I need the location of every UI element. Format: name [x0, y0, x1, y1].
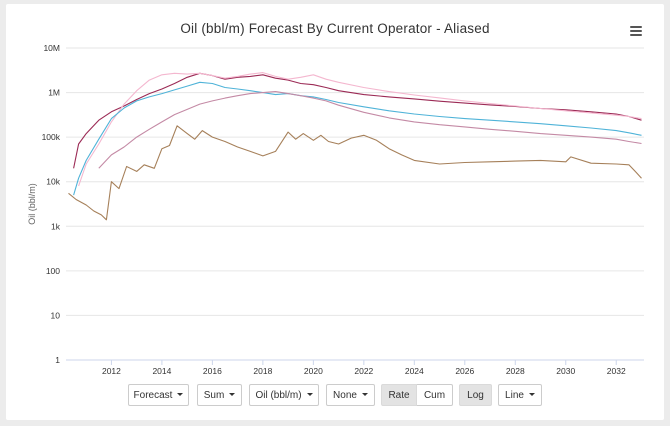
series-line-1[interactable]	[73, 72, 642, 169]
caret-down-icon	[229, 393, 236, 396]
y-tick-label: 1M	[48, 88, 60, 98]
chart-plot: 1 10 100 1k 10k 100k 1M 10M 2012 2014 2016 2018 202…	[27, 43, 644, 376]
line-label: Line	[505, 390, 524, 401]
y-tick-label: 1k	[51, 221, 61, 231]
caret-down-icon	[528, 393, 535, 396]
unit-label: Oil (bbl/m)	[255, 390, 302, 401]
line-dropdown[interactable]: Line	[498, 384, 542, 406]
y-tick-label: 10	[51, 310, 61, 320]
sum-label: Sum	[203, 390, 225, 401]
sum-dropdown[interactable]: Sum	[197, 384, 242, 406]
caret-down-icon	[177, 393, 184, 396]
series-line-4[interactable]	[98, 91, 642, 169]
x-tick-label: 2020	[304, 366, 323, 376]
forecast-label: Forecast	[133, 390, 173, 401]
none-dropdown[interactable]: None	[326, 384, 375, 406]
x-tick-label: 2030	[556, 366, 575, 376]
chart-controls: Forecast Sum Oil (bbl/m) None Rate Cum L…	[6, 384, 664, 408]
cum-toggle[interactable]: Cum	[417, 384, 453, 406]
y-axis-ticks: 1 10 100 1k 10k 100k 1M 10M	[42, 43, 61, 365]
rate-toggle[interactable]: Rate	[381, 384, 417, 406]
x-tick-label: 2026	[455, 366, 474, 376]
forecast-dropdown[interactable]: Forecast	[128, 384, 189, 406]
gridlines	[66, 47, 644, 361]
y-tick-label: 10k	[46, 177, 60, 187]
series-line-5[interactable]	[68, 125, 642, 221]
x-tick-label: 2022	[354, 366, 373, 376]
x-tick-label: 2032	[607, 366, 626, 376]
x-tick-label: 2012	[102, 366, 121, 376]
log-toggle[interactable]: Log	[459, 384, 492, 406]
y-axis-label: Oil (bbl/m)	[27, 183, 37, 225]
caret-down-icon	[361, 393, 368, 396]
hamburger-menu-icon[interactable]	[630, 26, 642, 36]
x-axis-ticks: 2012 2014 2016 2018 2020 2022 2024 2026 2028 2030…	[102, 360, 626, 376]
y-tick-label: 10M	[43, 43, 60, 53]
y-tick-label: 100k	[42, 132, 61, 142]
none-label: None	[333, 390, 357, 401]
series-line-2[interactable]	[78, 72, 642, 187]
x-tick-label: 2028	[506, 366, 525, 376]
x-tick-label: 2018	[253, 366, 272, 376]
y-tick-label: 1	[55, 355, 60, 365]
chart-title: Oil (bbl/m) Forecast By Current Operator…	[180, 21, 490, 36]
x-tick-label: 2016	[203, 366, 222, 376]
unit-dropdown[interactable]: Oil (bbl/m)	[249, 384, 319, 406]
series-lines	[68, 72, 642, 221]
series-line-3[interactable]	[73, 81, 642, 196]
x-tick-label: 2024	[405, 366, 424, 376]
x-tick-label: 2014	[152, 366, 171, 376]
y-tick-label: 100	[46, 266, 60, 276]
caret-down-icon	[306, 393, 313, 396]
chart-card: Oil (bbl/m) Forecast By Current Operator…	[6, 4, 664, 420]
